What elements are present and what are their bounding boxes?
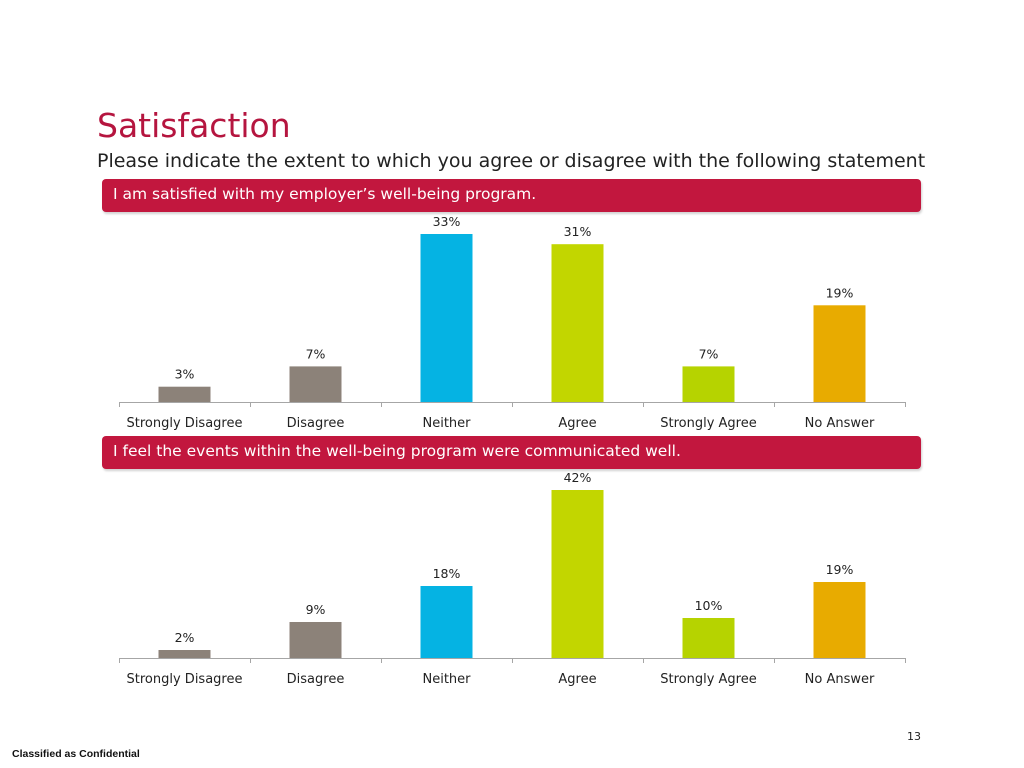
- page-number: 13: [907, 730, 921, 743]
- category-label: Strongly Agree: [660, 672, 757, 687]
- bar-strongly-disagree: [158, 386, 211, 402]
- category-label: Disagree: [287, 416, 345, 431]
- data-label: 31%: [564, 224, 592, 239]
- category-label: Neither: [422, 416, 471, 431]
- category-label: Neither: [422, 672, 471, 687]
- bar-neither: [420, 234, 473, 402]
- confidentiality-footer: Classified as Confidential: [12, 748, 140, 760]
- bar-no-answer: [813, 582, 866, 658]
- category-label: Agree: [558, 672, 596, 687]
- data-label: 2%: [175, 630, 195, 645]
- category-label: No Answer: [805, 672, 875, 687]
- bar-disagree: [289, 366, 342, 402]
- data-label: 33%: [433, 214, 461, 229]
- data-label: 3%: [175, 367, 195, 382]
- question-text-2: I feel the events within the well-being …: [113, 442, 681, 460]
- bar-no-answer: [813, 305, 866, 402]
- question-text-1: I am satisfied with my employer’s well-b…: [113, 185, 537, 203]
- bar-strongly-agree: [682, 366, 735, 402]
- bar-strongly-agree: [682, 618, 735, 658]
- data-label: 10%: [695, 598, 723, 613]
- data-label: 7%: [306, 346, 326, 361]
- bar-neither: [420, 586, 473, 658]
- category-label: No Answer: [805, 416, 875, 431]
- data-label: 42%: [564, 470, 592, 485]
- data-label: 19%: [826, 562, 854, 577]
- question-banner-1: I am satisfied with my employer’s well-b…: [102, 179, 921, 212]
- bar-agree: [551, 490, 604, 658]
- category-label: Strongly Agree: [660, 416, 757, 431]
- category-label: Disagree: [287, 672, 345, 687]
- category-label: Agree: [558, 416, 596, 431]
- communication-bar-chart: 2% Strongly Disagree 9% Disagree 18% Neither 4…: [0, 468, 1024, 708]
- bar-strongly-disagree: [158, 650, 211, 658]
- category-label: Strongly Disagree: [127, 672, 243, 687]
- category-label: Strongly Disagree: [127, 416, 243, 431]
- data-label: 7%: [699, 346, 719, 361]
- question-banner-2: I feel the events within the well-being …: [102, 436, 921, 469]
- bar-disagree: [289, 622, 342, 658]
- data-label: 18%: [433, 566, 461, 581]
- satisfaction-bar-chart: 3% Strongly Disagree 7% Disagree 33% Neither 3…: [0, 212, 1024, 452]
- page-title: Satisfaction: [97, 106, 291, 145]
- bar-agree: [551, 244, 604, 402]
- page-subtitle: Please indicate the extent to which you …: [97, 150, 926, 172]
- data-label: 9%: [306, 602, 326, 617]
- data-label: 19%: [826, 285, 854, 300]
